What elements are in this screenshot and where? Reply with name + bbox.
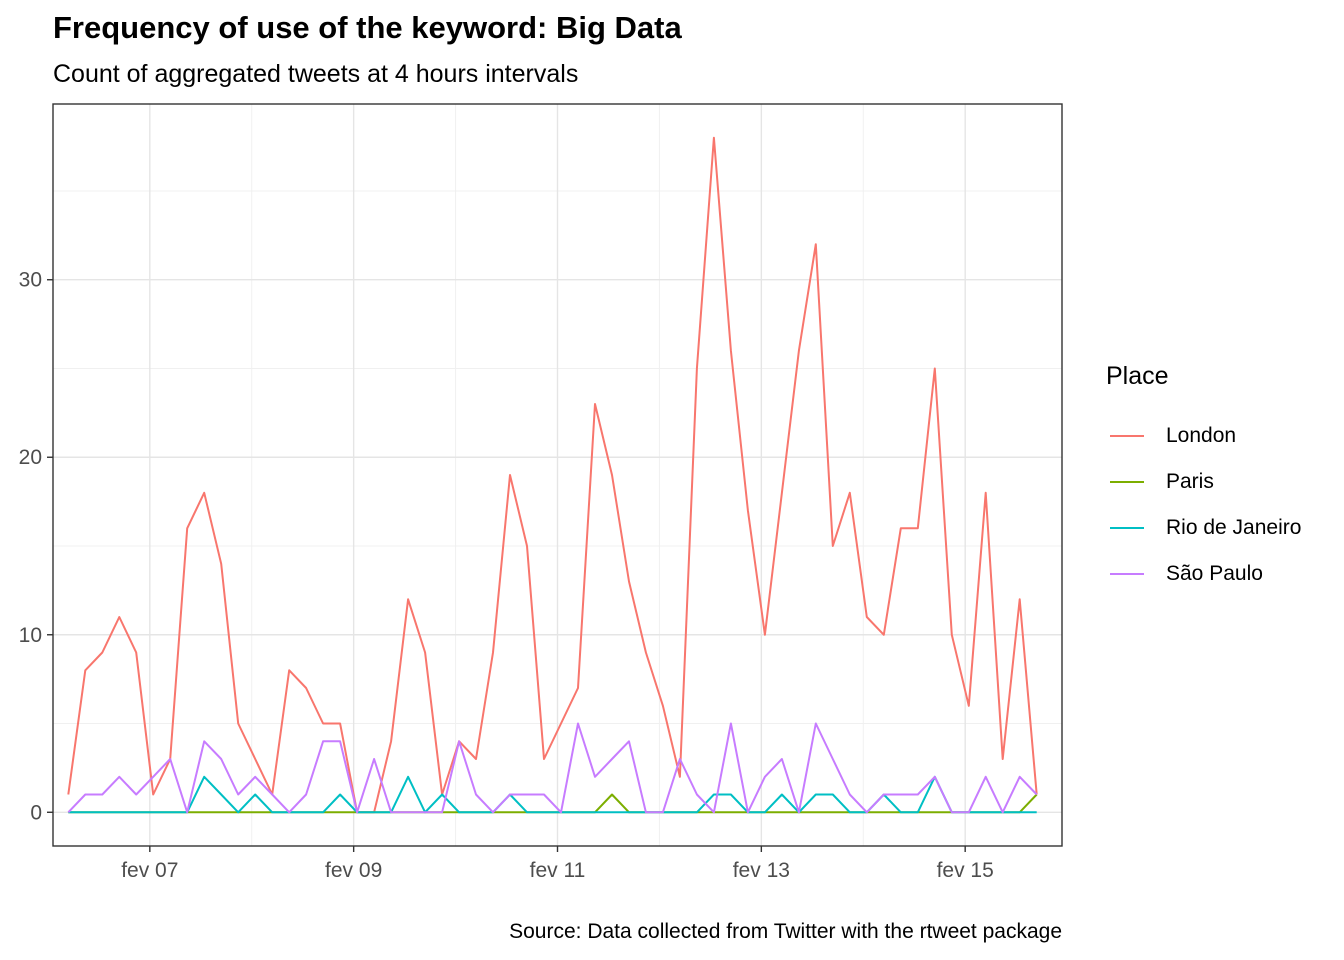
chart-subtitle: Count of aggregated tweets at 4 hours in… (53, 60, 579, 88)
y-tick-label: 20 (19, 446, 42, 469)
legend-key-paris (1110, 481, 1144, 483)
legend-label-rio-de-janeiro: Rio de Janeiro (1166, 516, 1302, 539)
y-axis: 0 10 20 30 (19, 269, 53, 824)
x-tick-label: fev 11 (530, 859, 586, 882)
legend-item-sao-paulo: São Paulo (1106, 551, 1301, 597)
x-tick-label: fev 13 (733, 859, 790, 882)
y-tick-label: 0 (30, 801, 42, 824)
chart-caption: Source: Data collected from Twitter with… (509, 920, 1062, 943)
legend-item-london: London (1106, 413, 1301, 459)
series-lines (67, 136, 1038, 814)
series-line-london (67, 136, 1038, 814)
chart-title: Frequency of use of the keyword: Big Dat… (53, 10, 682, 45)
legend-key-london (1110, 435, 1144, 437)
grid-major (53, 104, 1062, 846)
legend-label-london: London (1166, 424, 1237, 447)
legend: Place London Paris Rio de Janeiro São Pa… (1106, 362, 1301, 597)
x-tick-label: fev 15 (937, 859, 994, 882)
x-axis: fev 07 fev 09 fev 11 fev 13 fev 15 (121, 846, 994, 882)
legend-label-sao-paulo: São Paulo (1166, 562, 1263, 585)
legend-title: Place (1106, 362, 1169, 390)
y-tick-label: 10 (19, 624, 42, 647)
y-tick-label: 30 (19, 269, 42, 292)
x-tick-label: fev 07 (121, 859, 178, 882)
legend-key-sao-paulo (1110, 573, 1144, 575)
legend-item-paris: Paris (1106, 459, 1301, 505)
legend-label-paris: Paris (1166, 470, 1214, 493)
legend-item-rio-de-janeiro: Rio de Janeiro (1106, 505, 1301, 551)
x-tick-label: fev 09 (325, 859, 382, 882)
legend-key-rio-de-janeiro (1110, 527, 1144, 529)
series-line-sao-paulo (67, 722, 1038, 814)
